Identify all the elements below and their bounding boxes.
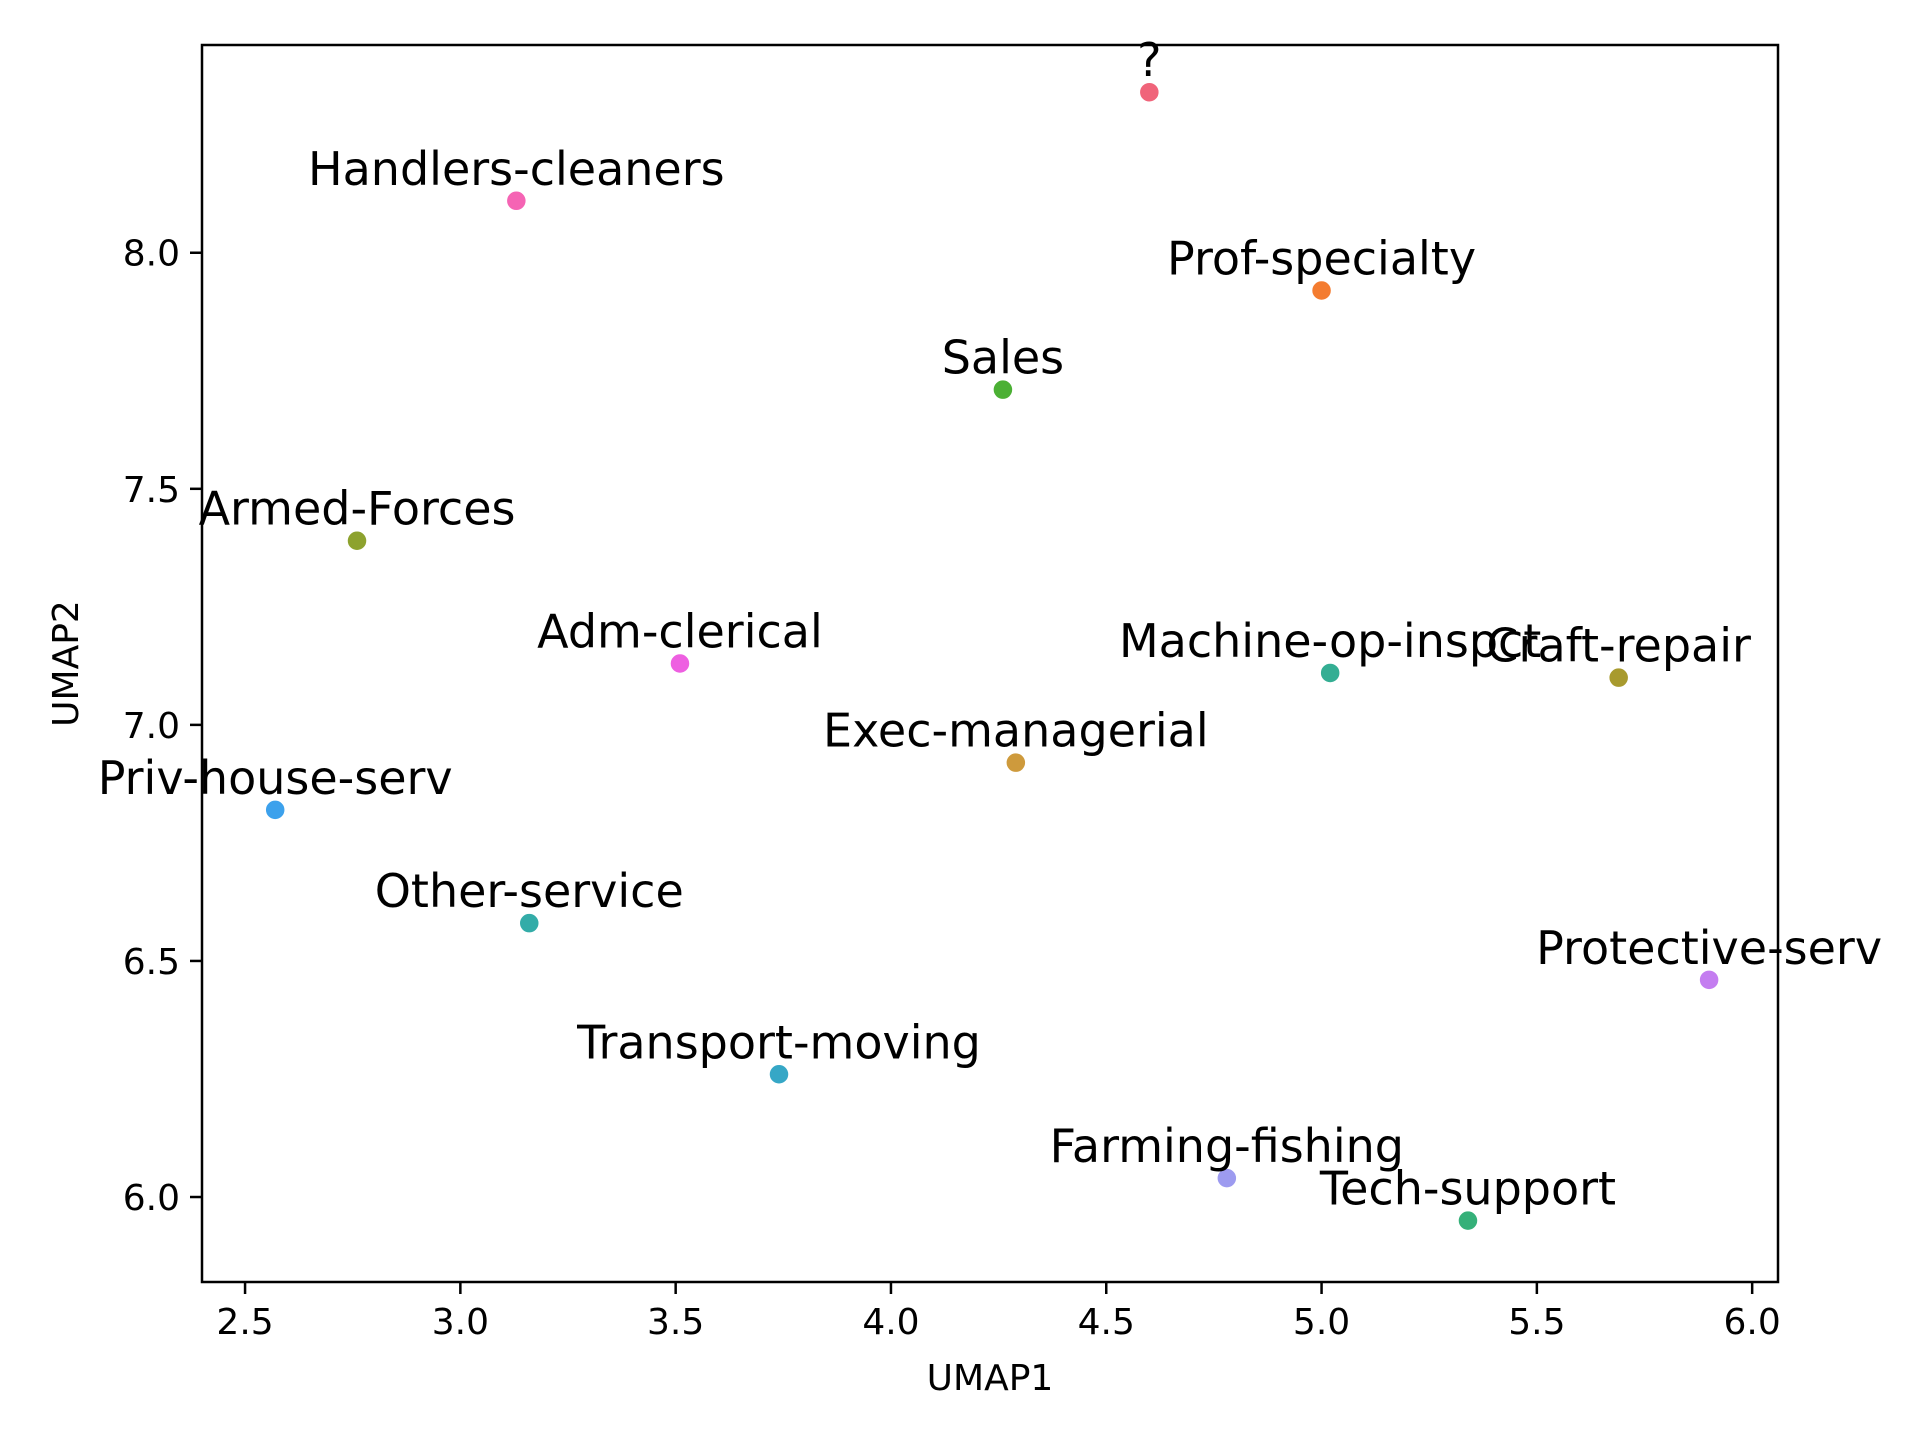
x-tick-label: 3.0 [432, 1302, 489, 1343]
x-tick-label: 2.5 [216, 1302, 273, 1343]
y-axis-title: UMAP2 [46, 600, 87, 727]
y-tick-label: 7.0 [123, 706, 180, 747]
x-tick-label: 4.5 [1078, 1302, 1135, 1343]
y-tick-label: 7.5 [123, 470, 180, 511]
data-point [1138, 81, 1161, 103]
point-label: Exec-managerial [823, 704, 1209, 758]
data-point [768, 1063, 790, 1086]
point-label: Farming-fishing [1050, 1119, 1404, 1173]
x-tick-label: 3.5 [647, 1302, 704, 1343]
data-point [1005, 751, 1027, 774]
y-tick-label: 6.5 [123, 942, 180, 983]
point-label: ? [1137, 33, 1161, 87]
data-point [1457, 1209, 1479, 1232]
data-point [505, 190, 528, 212]
data-point [669, 652, 691, 675]
data-point [992, 378, 1014, 401]
point-label: Priv-house-serv [98, 751, 453, 805]
point-label: Tech-support [1319, 1162, 1616, 1216]
point-label: Craft-repair [1486, 619, 1751, 673]
point-label: Adm-clerical [537, 605, 823, 659]
data-point [1310, 279, 1333, 302]
x-tick-label: 5.5 [1508, 1302, 1565, 1343]
data-point [1319, 662, 1341, 684]
y-axis-ticks: 6.0 6.5 7.0 7.5 8.0 [123, 234, 202, 1219]
data-point [346, 529, 368, 552]
x-tick-label: 4.0 [862, 1302, 919, 1343]
data-point [1607, 666, 1630, 689]
y-tick-label: 6.0 [123, 1178, 180, 1219]
y-tick-label: 8.0 [123, 234, 180, 275]
data-point [1698, 969, 1720, 991]
point-label: Transport-moving [576, 1015, 981, 1069]
plot-frame [200, 43, 1780, 1284]
x-axis-title: UMAP1 [927, 1358, 1054, 1399]
point-label: Other-service [375, 864, 684, 918]
x-axis-ticks: 2.5 3.0 3.5 4.0 4.5 5.0 5.5 6.0 [216, 1282, 1781, 1343]
x-tick-label: 6.0 [1724, 1302, 1781, 1343]
data-point [1216, 1167, 1238, 1189]
point-label: Prof-specialty [1167, 232, 1476, 286]
point-label: Machine-op-inspct [1119, 614, 1541, 668]
data-point [518, 912, 541, 934]
point-labels: ? Handlers-cleaners Prof-specialty Sales Arm… [98, 33, 1882, 1215]
point-label: Sales [942, 331, 1064, 385]
data-points [264, 81, 1720, 1232]
point-label: Handlers-cleaners [308, 142, 725, 196]
data-point [264, 799, 286, 821]
point-label: Armed-Forces [199, 482, 516, 536]
x-tick-label: 5.0 [1293, 1302, 1350, 1343]
point-label: Protective-serv [1536, 921, 1882, 975]
